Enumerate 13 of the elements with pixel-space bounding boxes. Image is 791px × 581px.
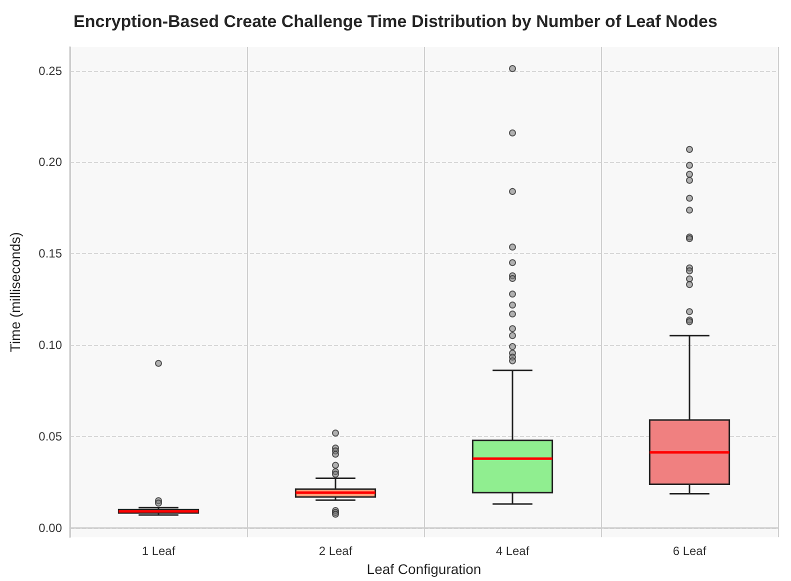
chart-title: Encryption-Based Create Challenge Time Distribution by Number of Leaf Nodes [74,12,718,31]
y-tick-label: 0.00 [38,520,62,535]
y-tick-label: 0.25 [38,64,62,78]
y-tick-label: 0.20 [38,155,62,170]
x-tick-label: 6 Leaf [672,544,707,558]
y-tick-label: 0.15 [38,246,62,261]
x-tick-label: 1 Leaf [142,544,176,558]
x-tick-label: 4 Leaf [496,544,530,558]
y-tick-label: 0.10 [38,338,62,352]
y-axis-title: Time (milliseconds) [7,232,23,352]
x-tick-label: 2 Leaf [318,544,353,558]
y-tick-label: 0.05 [38,430,62,444]
x-axis-title: Leaf Configuration [366,561,482,577]
